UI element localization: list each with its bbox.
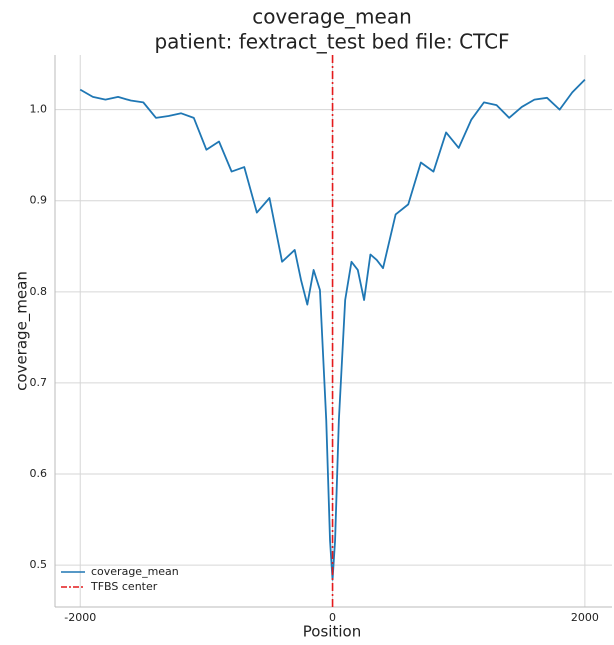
legend: coverage_mean TFBS center [61, 565, 179, 593]
y-tick-label: 0.8 [30, 285, 48, 298]
y-tick-label: 0.5 [30, 558, 48, 571]
chart-subtitle: patient: fextract_test bed file: CTCF [154, 30, 509, 54]
chart-title: coverage_mean [252, 5, 412, 29]
y-tick-label: 0.7 [30, 376, 48, 389]
x-tick-label: -2000 [64, 611, 96, 624]
x-tick-label: 2000 [571, 611, 599, 624]
y-axis-label: coverage_mean [13, 271, 32, 391]
legend-label: coverage_mean [91, 565, 179, 578]
y-tick-label: 0.9 [30, 194, 48, 207]
data-line [79, 78, 586, 581]
y-tick-label: 0.6 [30, 467, 48, 480]
x-tick-label: 0 [329, 611, 336, 624]
legend-label: TFBS center [90, 580, 158, 593]
x-axis-label: Position [303, 623, 361, 641]
y-tick-label: 1.0 [30, 103, 48, 116]
